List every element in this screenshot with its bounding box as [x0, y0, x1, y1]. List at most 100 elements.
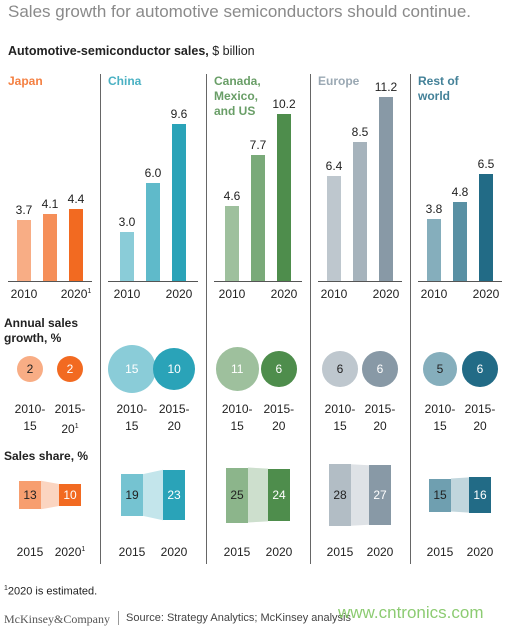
sales-baseline [318, 281, 402, 282]
subtitle-unit: $ billion [208, 44, 255, 58]
region-name-rest: Rest of [418, 74, 459, 88]
period-start: 2015- [263, 402, 295, 416]
share-value-label: 27 [373, 488, 387, 502]
sales-bar-europe-2020 [379, 97, 393, 281]
share-connector-shape [41, 480, 59, 510]
sales-bar-europe-2010 [327, 176, 341, 281]
period-end: 20 [272, 419, 286, 433]
sales-value-label: 4.8 [451, 185, 469, 200]
region-name-nafta: and US [214, 104, 256, 118]
sales-bar-japan-2020 [69, 208, 83, 281]
share-value-label: 23 [167, 488, 181, 502]
growth-section-label: Annual sales growth, % [4, 316, 79, 345]
footnote-marker: 1 [74, 423, 79, 430]
period-start: 2010- [221, 402, 253, 416]
sales-value-label: 3.7 [15, 203, 33, 218]
share-block-nafta-2015 [226, 467, 248, 523]
period-end: 15 [23, 419, 37, 433]
sales-bar-japan-2015 [43, 213, 57, 281]
period-end: 20 [167, 419, 181, 433]
region-divider-2 [206, 74, 207, 564]
sales-bar-rest-2015 [453, 202, 467, 281]
share-block-rest-2020 [469, 477, 491, 513]
period-start: 2015- [364, 402, 396, 416]
share-block-nafta-2020 [268, 468, 290, 522]
share-value-label: 15 [433, 488, 447, 502]
period-end: 15 [333, 419, 347, 433]
period-start: 2010- [324, 402, 356, 416]
region-divider-1 [100, 74, 101, 564]
region-divider-4 [410, 74, 411, 564]
footer-divider [118, 611, 119, 625]
growth-bubble-europe: 6 [362, 351, 398, 387]
brand-logo: McKinsey&Company [4, 612, 110, 626]
period-end: 20 [473, 419, 487, 433]
sales-baseline [418, 281, 502, 282]
x-tick-label: 2010 [320, 287, 348, 301]
share-value-label: 16 [473, 488, 487, 502]
growth-bubble-rest: 5 [423, 352, 457, 386]
x-tick-label: 2020 [270, 287, 298, 301]
sales-baseline [214, 281, 302, 282]
growth-bubble-china: 15 [107, 345, 156, 393]
growth-bubble-nafta: 6 [261, 351, 297, 387]
period-label: 2010- 15 [420, 401, 460, 435]
share-block-europe-2020 [369, 465, 391, 525]
share-connector-shape [248, 467, 268, 523]
share-section-label: Sales share, % [4, 449, 89, 463]
share-year-label: 2020 [160, 545, 188, 559]
sales-baseline [8, 281, 92, 282]
region-name-nafta: Mexico, [214, 89, 259, 103]
region-name-china: China [108, 74, 142, 88]
period-label: 2015- 20 [154, 401, 194, 435]
share-year-label: 2015 [16, 545, 44, 559]
sales-bar-china-2020 [172, 123, 186, 281]
share-block-europe-2015 [329, 464, 351, 526]
watermark: www.cntronics.com [338, 603, 484, 622]
sales-value-label: 6.0 [144, 165, 162, 180]
footnote-marker: 1 [81, 546, 86, 553]
share-year-label: 2020 [366, 545, 394, 559]
sales-bar-europe-2015 [353, 141, 367, 281]
share-value-label: 10 [63, 488, 77, 502]
x-tick-label: 2010 [420, 287, 448, 301]
sales-bar-nafta-2020 [277, 113, 291, 281]
x-tick-label: 2010 [218, 287, 246, 301]
sales-value-label: 4.6 [223, 188, 241, 203]
share-block-rest-2015 [429, 478, 451, 512]
period-end: 201 [61, 422, 79, 436]
share-connector-china [143, 469, 163, 521]
share-connector-europe [351, 464, 369, 526]
growth-bubble-china: 10 [153, 348, 196, 390]
sales-value-label: 7.7 [249, 137, 267, 152]
period-start: 2015- [54, 402, 86, 416]
share-value-label: 24 [272, 488, 286, 502]
share-year-label: 2015 [426, 545, 454, 559]
sales-value-label: 6.4 [325, 159, 343, 174]
share-year-label: 2015 [118, 545, 146, 559]
x-tick-label: 20201 [60, 287, 92, 301]
region-name-japan: Japan [8, 74, 43, 88]
share-block-japan-2020 [59, 484, 81, 506]
sales-value-label: 8.5 [351, 124, 369, 139]
region-divider-3 [310, 74, 311, 564]
chart-subtitle: Automotive-semiconductor sales, $ billio… [8, 44, 255, 58]
share-year-label: 2020 [265, 545, 293, 559]
growth-bubble-japan: 2 [56, 355, 84, 383]
sales-value-label: 4.1 [41, 196, 59, 211]
period-label: 2010- 15 [10, 401, 50, 435]
footnote-mark: 1 [4, 585, 8, 592]
period-start: 2010- [424, 402, 456, 416]
x-tick-label: 2020 [165, 287, 193, 301]
share-value-label: 19 [125, 488, 139, 502]
share-value-label: 25 [230, 488, 244, 502]
period-end: 15 [125, 419, 139, 433]
period-start: 2015- [158, 402, 190, 416]
period-start: 2010- [116, 402, 148, 416]
sales-bar-rest-2010 [427, 218, 441, 281]
x-tick-label: 2020 [472, 287, 500, 301]
footnote-marker: 1 [87, 288, 92, 295]
share-value-label: 13 [23, 488, 37, 502]
sales-bar-rest-2020 [479, 174, 493, 281]
share-block-china-2020 [163, 469, 185, 521]
